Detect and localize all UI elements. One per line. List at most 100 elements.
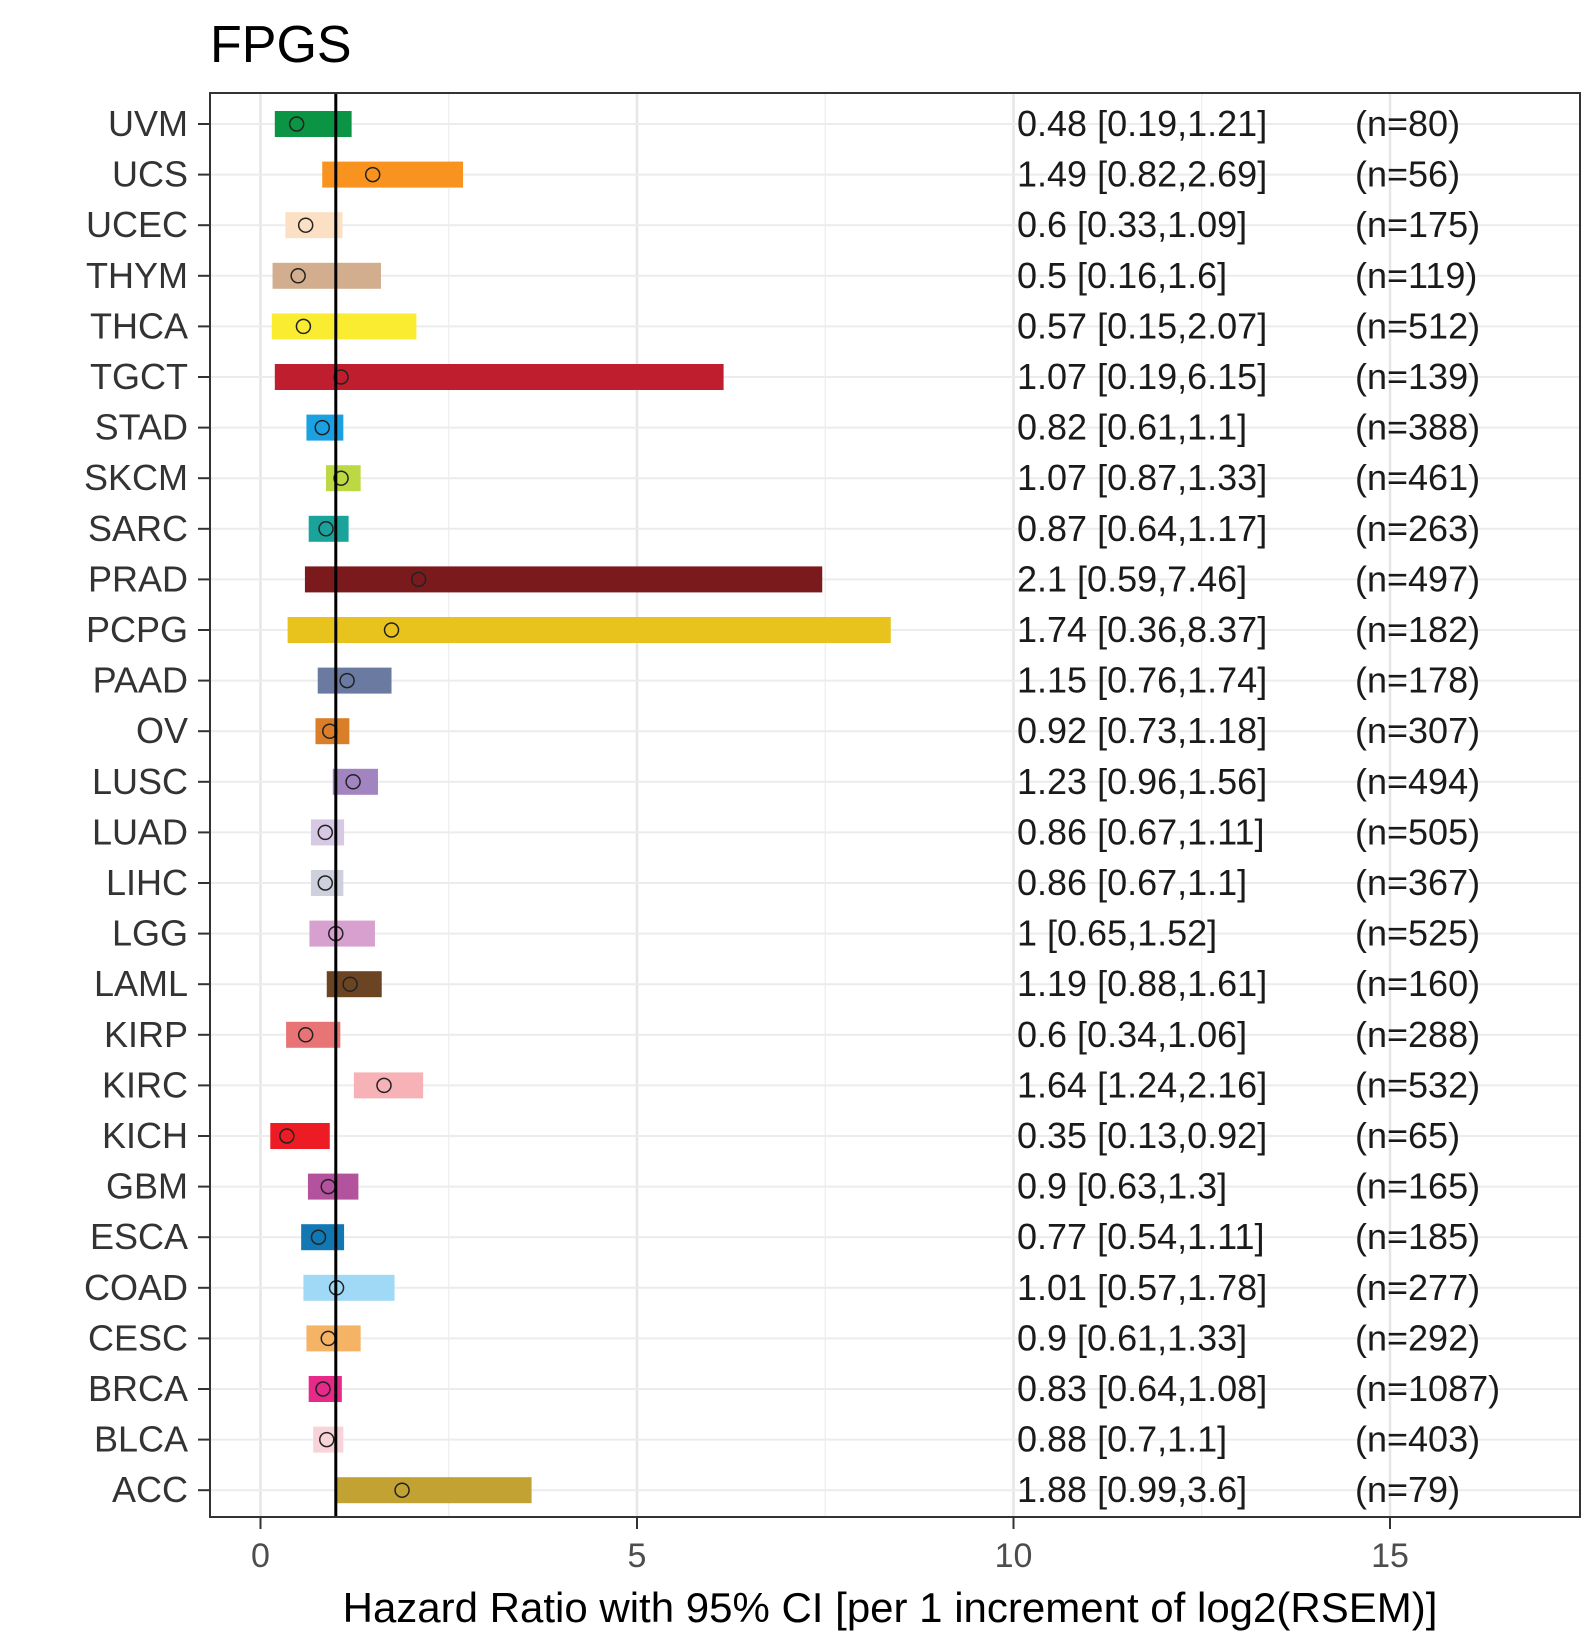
hr-point-kich bbox=[279, 1128, 295, 1144]
hr-value-label: 0.57 [0.15,2.07] bbox=[1017, 305, 1267, 346]
ci-bar-lihc bbox=[310, 870, 344, 896]
sample-size-label: (n=388) bbox=[1355, 407, 1480, 448]
category-label: KIRC bbox=[102, 1064, 188, 1105]
points-layer bbox=[279, 116, 427, 1498]
hr-point-esca bbox=[310, 1229, 327, 1245]
category-label: PCPG bbox=[86, 609, 188, 650]
x-tick-label: 0 bbox=[251, 1537, 270, 1575]
hr-value-label: 1.74 [0.36,8.37] bbox=[1017, 609, 1267, 650]
category-label: SARC bbox=[88, 508, 188, 549]
hr-point-pcpg bbox=[383, 622, 400, 638]
hr-point-lihc bbox=[317, 875, 334, 891]
sample-size-label: (n=1087) bbox=[1355, 1368, 1500, 1409]
hr-point-paad bbox=[339, 672, 355, 689]
sample-size-label: (n=307) bbox=[1355, 710, 1480, 751]
hr-value-label: 0.6 [0.34,1.06] bbox=[1017, 1014, 1247, 1055]
category-label: THYM bbox=[86, 255, 188, 296]
sample-size-label: (n=56) bbox=[1355, 154, 1460, 195]
category-label: ACC bbox=[112, 1469, 188, 1510]
hr-point-ucs bbox=[364, 166, 381, 183]
hr-value-label: 1.19 [0.88,1.61] bbox=[1017, 963, 1267, 1004]
hr-value-label: 0.77 [0.54,1.11] bbox=[1017, 1216, 1265, 1257]
hr-value-label: 2.1 [0.59,7.46] bbox=[1017, 558, 1247, 599]
hr-value-label: 1.07 [0.87,1.33] bbox=[1017, 457, 1267, 498]
x-axis: 0 5 10 15 bbox=[251, 1517, 1409, 1575]
ci-bar-thym bbox=[272, 262, 381, 289]
sample-size-label: (n=79) bbox=[1355, 1469, 1460, 1510]
ci-bar-coad bbox=[303, 1274, 395, 1301]
hr-value-label: 1.49 [0.82,2.69] bbox=[1017, 154, 1267, 195]
ci-bar-sarc bbox=[308, 515, 349, 542]
sample-size-label: (n=367) bbox=[1355, 862, 1480, 903]
ci-bar-lusc bbox=[332, 768, 378, 795]
hr-point-tgct bbox=[333, 369, 349, 385]
ci-bar-tgct bbox=[274, 364, 724, 390]
hr-labels: 0.48 [0.19,1.21] 1.49 [0.82,2.69] 0.6 [0.3… bbox=[1017, 103, 1267, 1510]
hr-value-label: 0.82 [0.61,1.1] bbox=[1017, 407, 1247, 448]
hr-point-stad bbox=[314, 419, 330, 436]
ci-bar-luad bbox=[310, 819, 345, 846]
sample-size-label: (n=80) bbox=[1355, 103, 1460, 144]
category-label: UVM bbox=[108, 103, 188, 144]
category-label: STAD bbox=[95, 407, 188, 448]
ci-bar-kirc bbox=[353, 1072, 424, 1099]
sample-size-label: (n=525) bbox=[1355, 913, 1480, 954]
x-tick-label: 15 bbox=[1371, 1537, 1409, 1575]
sample-size-label: (n=505) bbox=[1355, 811, 1480, 852]
n-labels: (n=80) (n=56) (n=175) (n=119) (n=512) (n=139)… bbox=[1355, 103, 1500, 1510]
category-label: KIRP bbox=[104, 1014, 188, 1055]
hr-point-blca bbox=[319, 1431, 335, 1448]
ci-bar-esca bbox=[301, 1224, 345, 1251]
sample-size-label: (n=403) bbox=[1355, 1419, 1480, 1460]
x-tick-label: 10 bbox=[995, 1537, 1033, 1575]
hr-value-label: 0.86 [0.67,1.1] bbox=[1017, 862, 1247, 903]
category-label: KICH bbox=[102, 1115, 188, 1156]
category-label: OV bbox=[136, 710, 188, 751]
hr-value-label: 1 [0.65,1.52] bbox=[1017, 913, 1217, 954]
category-label: BLCA bbox=[94, 1419, 188, 1460]
category-label: PAAD bbox=[93, 660, 188, 701]
ci-bar-cesc bbox=[306, 1325, 361, 1352]
category-label: LIHC bbox=[106, 862, 188, 903]
hr-value-label: 1.01 [0.57,1.78] bbox=[1017, 1267, 1267, 1308]
hr-point-acc bbox=[394, 1482, 410, 1498]
hr-point-kirc bbox=[376, 1077, 392, 1094]
sample-size-label: (n=182) bbox=[1355, 609, 1480, 650]
hr-value-label: 0.6 [0.33,1.09] bbox=[1017, 204, 1247, 245]
bars-layer bbox=[270, 111, 891, 1504]
ci-bar-prad bbox=[304, 566, 823, 593]
category-label: BRCA bbox=[88, 1368, 188, 1409]
hr-value-label: 0.9 [0.63,1.3] bbox=[1017, 1166, 1227, 1207]
sample-size-label: (n=178) bbox=[1355, 660, 1480, 701]
hr-point-prad bbox=[410, 571, 427, 588]
hr-point-ucec bbox=[297, 217, 314, 233]
hr-point-uvm bbox=[288, 116, 305, 132]
category-label: UCS bbox=[112, 154, 188, 195]
sample-size-label: (n=512) bbox=[1355, 305, 1480, 346]
hr-point-skcm bbox=[333, 470, 349, 486]
hr-value-label: 0.83 [0.64,1.08] bbox=[1017, 1368, 1267, 1409]
hr-value-label: 0.48 [0.19,1.21] bbox=[1017, 103, 1267, 144]
ci-bar-gbm bbox=[307, 1173, 359, 1200]
hr-value-label: 1.07 [0.19,6.15] bbox=[1017, 356, 1267, 397]
hr-value-label: 1.23 [0.96,1.56] bbox=[1017, 761, 1267, 802]
ci-bar-blca bbox=[313, 1426, 344, 1453]
category-label: COAD bbox=[84, 1267, 188, 1308]
hr-value-label: 0.5 [0.16,1.6] bbox=[1017, 255, 1227, 296]
hr-value-label: 1.64 [1.24,2.16] bbox=[1017, 1064, 1267, 1105]
hr-value-label: 0.87 [0.64,1.17] bbox=[1017, 508, 1267, 549]
grid-layer bbox=[210, 93, 1580, 1517]
ci-bar-ucs bbox=[322, 161, 464, 188]
hr-value-label: 1.15 [0.76,1.74] bbox=[1017, 660, 1267, 701]
ci-bar-ov bbox=[315, 718, 350, 745]
sample-size-label: (n=277) bbox=[1355, 1267, 1480, 1308]
sample-size-label: (n=494) bbox=[1355, 761, 1480, 802]
y-axis: UVM UCS UCEC THYM THCA TGCT STAD SKCM SARC PRAD PC… bbox=[84, 103, 210, 1510]
category-label: UCEC bbox=[86, 204, 188, 245]
ci-bar-stad bbox=[306, 414, 344, 441]
hr-point-thym bbox=[290, 268, 306, 284]
hr-value-label: 0.88 [0.7,1.1] bbox=[1017, 1419, 1227, 1460]
ci-bar-pcpg bbox=[287, 617, 891, 643]
